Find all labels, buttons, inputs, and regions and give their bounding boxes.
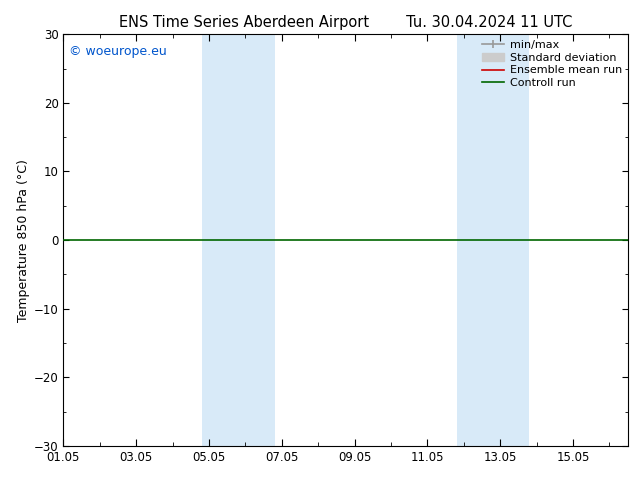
Y-axis label: Temperature 850 hPa (°C): Temperature 850 hPa (°C) xyxy=(16,159,30,321)
Legend: min/max, Standard deviation, Ensemble mean run, Controll run: min/max, Standard deviation, Ensemble me… xyxy=(479,37,625,92)
Bar xyxy=(202,34,275,446)
Title: ENS Time Series Aberdeen Airport        Tu. 30.04.2024 11 UTC: ENS Time Series Aberdeen Airport Tu. 30.… xyxy=(119,15,573,30)
Text: © woeurope.eu: © woeurope.eu xyxy=(69,45,167,58)
Bar xyxy=(456,34,529,446)
